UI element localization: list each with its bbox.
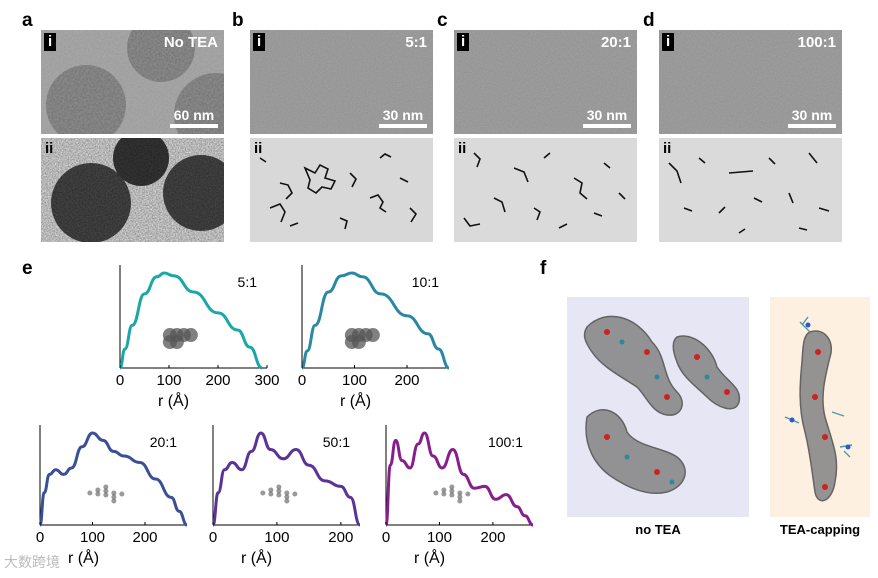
panel-label-a: a: [22, 10, 33, 31]
x-tick-label: 0: [298, 372, 306, 389]
tem-texture: [250, 30, 433, 134]
tem-image-b-ii: ii: [250, 138, 433, 242]
cluster-illustration: [260, 484, 298, 504]
panel-label-d: d: [643, 10, 655, 31]
tem-image-d-i: i 100:1 30 nm: [659, 30, 842, 134]
molecular-aggregate-illustration: [583, 315, 741, 494]
tem-image-a-ii: ii: [41, 138, 224, 242]
molecule-render-tea-capping: [770, 297, 870, 517]
series-line: [300, 271, 450, 370]
segmentation-lines: [463, 152, 626, 229]
condition-label: 20:1: [600, 34, 631, 51]
chart-title: 5:1: [238, 274, 258, 290]
x-tick-label: 200: [132, 529, 157, 546]
scale-bar: 30 nm: [583, 107, 631, 128]
x-tick-label: 100: [427, 529, 452, 546]
x-tick-label: 100: [156, 372, 181, 389]
subpanel-tag-i: i: [253, 33, 266, 51]
tem-texture: [41, 30, 224, 134]
chart-title: 100:1: [488, 434, 523, 450]
panel-label-c: c: [437, 10, 448, 31]
x-axis-label: r (Å): [241, 548, 272, 567]
series-line: [118, 271, 263, 370]
molecule-render-no-tea: [567, 297, 749, 517]
panel-label-f: f: [540, 258, 547, 279]
subpanel-tag-ii: ii: [663, 140, 672, 157]
subpanel-tag-i: i: [662, 33, 675, 51]
cluster-illustration: [162, 328, 198, 350]
tem-texture: [659, 30, 842, 134]
tem-image-a-i: i No TEA 60 nm: [41, 30, 224, 134]
scale-bar: 60 nm: [170, 107, 218, 128]
chart-2: 0 100 200 10:1 r (Å): [298, 265, 450, 410]
panel-label-b: b: [232, 10, 244, 31]
x-tick-label: 0: [116, 372, 124, 389]
condition-label: 5:1: [405, 34, 427, 51]
segmentation-texture: [41, 138, 224, 242]
chart-5: 0 100 200 100:1 r (Å): [382, 425, 534, 567]
chart-title: 10:1: [412, 274, 439, 290]
condition-label: 100:1: [797, 34, 836, 51]
cluster-illustration: [87, 484, 125, 504]
subpanel-tag-i: i: [44, 33, 57, 51]
cluster-illustration: [433, 484, 471, 504]
x-axis-label: r (Å): [158, 391, 189, 410]
scale-bar: 30 nm: [788, 107, 836, 128]
subpanel-tag-ii: ii: [45, 140, 54, 157]
x-tick-label: 0: [209, 529, 217, 546]
tem-image-d-ii: ii: [659, 138, 842, 242]
x-tick-label: 100: [342, 372, 367, 389]
x-tick-label: 200: [394, 372, 419, 389]
tem-image-c-i: i 20:1 30 nm: [454, 30, 637, 134]
x-tick-label: 200: [328, 529, 353, 546]
segmentation-lines: [259, 153, 418, 230]
watermark: 大数跨境: [4, 554, 60, 570]
x-tick-label: 100: [80, 529, 105, 546]
tem-image-c-ii: ii: [454, 138, 637, 242]
caption-no-tea: no TEA: [635, 522, 681, 537]
chart-3: 0 100 200 20:1 r (Å): [36, 425, 188, 567]
x-tick-label: 0: [382, 529, 390, 546]
caption-tea-capping: TEA-capping: [779, 522, 861, 537]
subpanel-tag-ii: ii: [458, 140, 467, 157]
tem-texture: [454, 30, 637, 134]
x-tick-label: 200: [480, 529, 505, 546]
series-line: [211, 431, 361, 527]
x-axis-label: r (Å): [340, 391, 371, 410]
tem-image-b-i: i 5:1 30 nm: [250, 30, 433, 134]
condition-label: No TEA: [163, 34, 218, 51]
molecular-chain-illustration: [784, 316, 853, 502]
subpanel-tag-ii: ii: [254, 140, 263, 157]
segmentation-lines: [668, 152, 830, 234]
series-line: [384, 431, 534, 527]
x-axis-label: r (Å): [68, 548, 99, 567]
cluster-illustration: [344, 328, 380, 350]
x-tick-label: 0: [36, 529, 44, 546]
x-tick-label: 100: [264, 529, 289, 546]
x-tick-label: 200: [205, 372, 230, 389]
x-tick-label: 300: [254, 372, 279, 389]
chart-title: 50:1: [323, 434, 350, 450]
subpanel-tag-i: i: [457, 33, 470, 51]
x-axis-label: r (Å): [414, 548, 445, 567]
chart-title: 20:1: [150, 434, 177, 450]
chart-4: 0 100 200 50:1 r (Å): [209, 425, 361, 567]
series-line: [38, 431, 188, 527]
panel-label-e: e: [22, 258, 33, 279]
scale-bar: 30 nm: [379, 107, 427, 128]
chart-1: 0 100 200 300 5:1 r (Å): [116, 265, 280, 410]
